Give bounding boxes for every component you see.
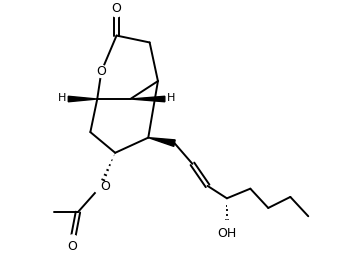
Circle shape bbox=[94, 181, 106, 193]
Circle shape bbox=[111, 5, 123, 17]
Text: O: O bbox=[96, 65, 106, 78]
Text: H: H bbox=[167, 93, 175, 104]
Text: O: O bbox=[100, 180, 110, 193]
Text: O: O bbox=[67, 240, 77, 252]
Text: OH: OH bbox=[217, 227, 237, 240]
Circle shape bbox=[95, 65, 107, 78]
Polygon shape bbox=[68, 96, 97, 102]
Polygon shape bbox=[148, 138, 175, 146]
Text: O: O bbox=[112, 2, 121, 15]
Text: H: H bbox=[58, 93, 66, 104]
Circle shape bbox=[66, 235, 78, 247]
Polygon shape bbox=[130, 96, 165, 102]
Circle shape bbox=[220, 220, 234, 234]
